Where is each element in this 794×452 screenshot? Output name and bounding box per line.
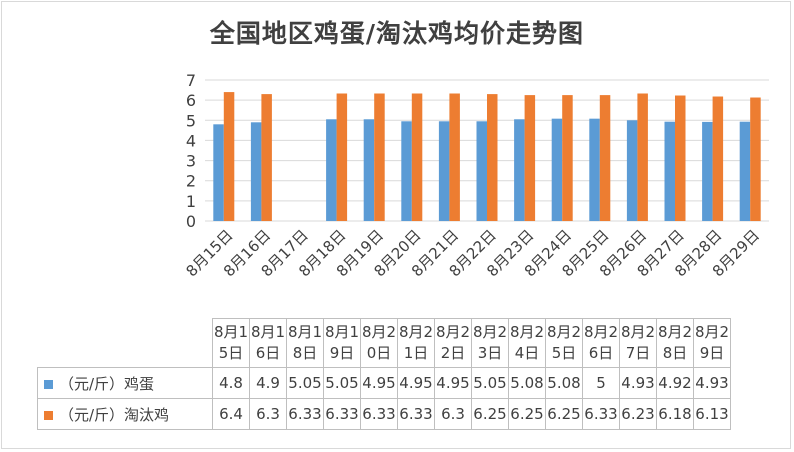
egg-price-bar (702, 121, 713, 221)
hen-value-cell: 6.33 (286, 398, 324, 430)
hen-value-cell: 6.33 (397, 398, 435, 430)
egg-price-bar (551, 118, 563, 221)
egg-value-cell: 5.08 (545, 367, 583, 399)
hen-price-bar (374, 93, 385, 221)
table-header-cell: 8月2 5日 (545, 318, 583, 368)
hen-value-cell: 6.25 (545, 398, 583, 430)
hen-value-cell: 6.23 (619, 398, 657, 430)
chart-title: 全国地区鸡蛋/淘汰鸡均价走势图 (209, 19, 585, 48)
y-tick-label: 2 (186, 172, 196, 191)
egg-price-bar (326, 119, 337, 221)
egg-value-cell: 4.92 (656, 367, 694, 399)
egg-price-bar (589, 118, 600, 221)
egg-price-bar (476, 121, 487, 221)
hen-legend-swatch (44, 410, 53, 420)
egg-price-bar (664, 121, 675, 221)
hen-price-bar (599, 95, 611, 221)
egg-value-cell: 4.93 (619, 367, 657, 399)
table-header-cell: 8月2 2日 (434, 318, 472, 368)
egg-legend-swatch (44, 379, 53, 389)
egg-value-cell: 4.95 (397, 367, 435, 399)
hen-price-bar (750, 97, 761, 221)
egg-value-cell: 4.9 (249, 367, 287, 399)
y-tick-label: 7 (186, 71, 196, 90)
table-header-cell: 8月2 4日 (508, 318, 546, 368)
hen-price-bar (524, 95, 536, 221)
y-tick-label: 1 (186, 192, 196, 211)
y-tick-label: 3 (186, 152, 196, 171)
table-header-cell: 8月2 7日 (619, 318, 657, 368)
hen-price-bar (336, 93, 348, 221)
data-table-corner (38, 319, 213, 368)
table-header-cell: 8月2 1日 (397, 318, 435, 368)
hen-price-bar (223, 92, 235, 221)
egg-value-cell: 4.8 (212, 367, 250, 399)
hen-price-bar (675, 95, 686, 221)
hen-value-cell: 6.25 (471, 398, 509, 430)
table-header-cell: 8月2 8日 (656, 318, 694, 368)
egg-value-cell: 4.93 (693, 367, 731, 399)
hen-price-bar (562, 95, 573, 221)
hen-value-cell: 6.13 (693, 398, 731, 430)
hen-value-cell: 6.25 (508, 398, 546, 430)
y-tick-label: 5 (186, 111, 196, 130)
hen-series-name: （元/斤）淘汰鸡 (59, 405, 170, 424)
data-table-row-egg: （元/斤）鸡蛋 4.8 4.9 5.05 5.05 4.95 4.95 4.95 5.05 5.… (37, 367, 731, 399)
egg-price-bar (514, 119, 525, 221)
table-header-cell: 8月2 3日 (471, 318, 509, 368)
egg-price-bar (626, 120, 638, 221)
egg-value-cell: 4.95 (434, 367, 472, 399)
egg-price-bar (739, 121, 751, 221)
egg-price-bar (401, 121, 412, 221)
hen-value-cell: 6.33 (323, 398, 361, 430)
data-table: 8月1 5日 8月1 6日 8月1 8日 8月1 9日 8月2 0日 8月2 1日 8月2 2日 8月2 3日… (37, 318, 731, 430)
egg-value-cell: 5.05 (323, 367, 361, 399)
data-table-header-row: 8月1 5日 8月1 6日 8月1 8日 8月1 9日 8月2 0日 8月2 1日 8月2 2日 8月2 3日… (38, 318, 731, 368)
y-tick-label: 6 (186, 91, 196, 110)
egg-price-bar (250, 122, 262, 221)
table-header-cell: 8月2 9日 (693, 318, 731, 368)
hen-value-cell: 6.33 (360, 398, 398, 430)
egg-price-bar (438, 121, 450, 221)
hen-price-bar (411, 93, 423, 221)
hen-value-cell: 6.33 (582, 398, 620, 430)
hen-value-cell: 6.4 (212, 398, 250, 430)
hen-price-bar (637, 93, 648, 221)
table-header-cell: 8月2 0日 (360, 318, 398, 368)
y-tick-label: 0 (186, 212, 196, 231)
egg-value-cell: 5.08 (508, 367, 546, 399)
hen-price-bar (712, 96, 724, 221)
table-header-cell: 8月1 6日 (249, 318, 287, 368)
data-table-row-hen: （元/斤）淘汰鸡 6.4 6.3 6.33 6.33 6.33 6.33 6.3 6.25 6.… (37, 398, 731, 430)
table-header-cell: 8月2 6日 (582, 318, 620, 368)
table-header-cell: 8月1 5日 (212, 318, 250, 368)
egg-value-cell: 5.05 (286, 367, 324, 399)
egg-value-cell: 4.95 (360, 367, 398, 399)
y-tick-label: 4 (186, 131, 196, 150)
hen-value-cell: 6.18 (656, 398, 694, 430)
table-header-cell: 8月1 9日 (323, 318, 361, 368)
series-label-egg: （元/斤）鸡蛋 (37, 367, 213, 399)
series-label-hen: （元/斤）淘汰鸡 (37, 398, 213, 430)
hen-price-bar (261, 94, 272, 221)
egg-price-bar (363, 119, 375, 221)
egg-series-name: （元/斤）鸡蛋 (59, 374, 155, 393)
hen-price-bar (449, 93, 460, 221)
hen-value-cell: 6.3 (249, 398, 287, 430)
egg-value-cell: 5.05 (471, 367, 509, 399)
hen-price-bar (487, 94, 498, 221)
egg-value-cell: 5 (582, 367, 620, 399)
table-header-cell: 8月1 8日 (286, 318, 324, 368)
egg-price-bar (213, 124, 224, 221)
hen-value-cell: 6.3 (434, 398, 472, 430)
